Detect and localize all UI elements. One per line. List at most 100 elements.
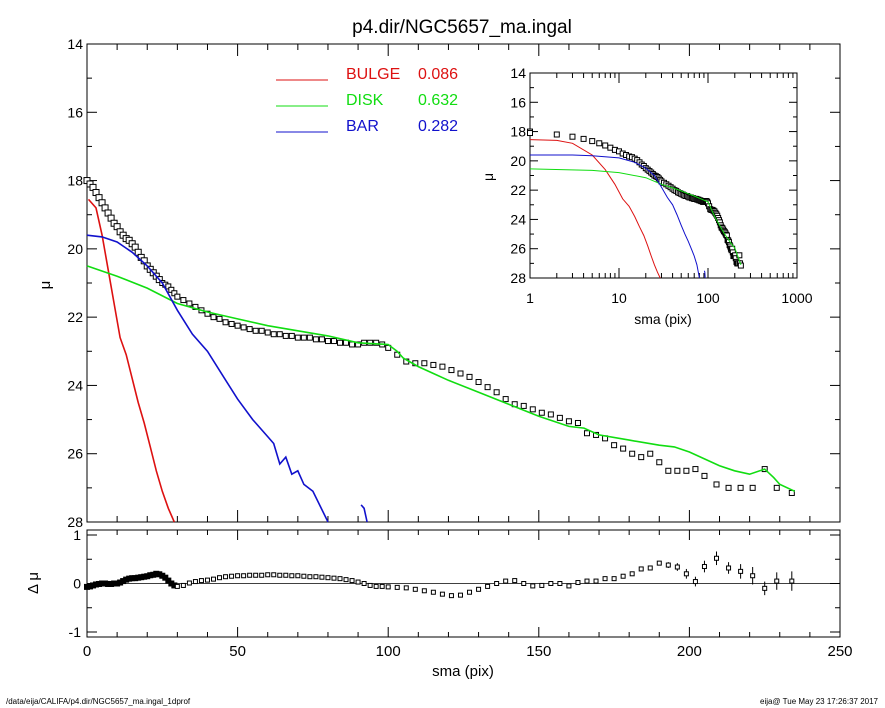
residual-point [665,562,671,568]
residual-point [349,578,355,584]
residual-point [229,573,235,579]
residual-point [683,571,689,577]
residual-point [289,573,295,579]
residual-point [337,576,343,582]
inset-y-tick-label: 20 [510,153,526,169]
inset-y-tick-label: 18 [510,124,526,140]
inset-component-lines [529,139,742,279]
main-x-axis [86,44,841,522]
main-observed-point [529,406,536,413]
residual-point [253,572,259,578]
residual-point [259,572,265,578]
main-observed-point [168,286,175,293]
residual-point [738,568,744,574]
inset-observed-point [736,252,743,259]
main-observed-point [583,430,590,437]
main-observed-point [448,367,455,374]
residual-x-tick-label: 100 [376,643,401,660]
main-observed-point [713,481,720,488]
inset-observed-point [569,133,576,140]
residual-point [211,576,217,582]
main-observed-point [665,467,672,474]
main-observed-point [355,341,362,348]
main-observed-point [692,466,699,473]
residual-point [611,576,617,582]
residual-point [638,566,644,572]
inset-plot-frame [529,72,798,279]
residual-point [494,581,500,586]
residual-points [84,551,795,599]
main-observed-point [174,293,181,300]
residual-point [319,574,325,580]
inset-y-tick-label: 24 [510,211,526,227]
residual-point [750,573,756,579]
main-observed-point [337,339,344,346]
residual-y-tick-label: 0 [73,576,81,592]
main-y-tick-label: 16 [67,104,83,120]
footer-path: /data/eija/CALIFA/p4.dir/NGC5657_ma.inga… [6,697,191,706]
residual-point [295,573,301,579]
residual-x-label: sma (pix) [432,663,494,680]
main-observed-point [282,332,289,339]
residual-point [593,578,599,584]
legend-disk-value: 0.632 [418,92,458,109]
main-bulge-line [87,198,176,523]
main-observed-point [773,484,780,491]
main-panel: 14 16 18 20 22 24 26 28 μ BULGE 0.086 DISK 0.632 BA… [37,36,841,530]
residual-point [379,583,385,589]
residual-point [223,574,229,580]
residual-point [217,575,223,581]
main-observed-point [611,442,618,449]
main-observed-point [520,402,527,409]
main-y-axis: 14 16 18 20 22 24 26 28 [67,36,840,530]
main-observed-point [547,411,554,418]
inset-y-label: μ [480,173,496,181]
main-observed-point [276,331,283,338]
residual-point [186,580,192,586]
residual-point [674,564,680,570]
main-y-tick-label: 20 [67,241,83,257]
residual-point [361,581,367,586]
residual-point [412,586,418,592]
main-observed-point [737,484,744,491]
inset-x-label: sma (pix) [634,311,692,327]
main-observed-point [222,319,229,326]
main-observed-point [186,300,193,307]
main-observed-point [421,360,428,367]
residual-point [394,584,400,590]
main-observed-point [647,450,654,457]
residual-x-tick-label: 150 [526,643,551,660]
main-observed-point [466,373,473,380]
residual-x-tick-label: 50 [229,643,246,660]
main-observed-point [246,326,253,333]
main-observed-point [725,484,732,491]
main-observed-point [288,332,295,339]
main-observed-point [475,379,482,386]
inset-component-segment [703,270,706,279]
inset-observed-point [527,130,533,137]
residual-point [512,578,518,584]
inset-x-tick-label: 100 [696,290,720,306]
main-observed-point [324,338,331,345]
residual-point [174,583,180,589]
main-observed-point [556,414,563,421]
inset-x-tick-label: 10 [611,290,627,306]
main-observed-point [306,334,313,341]
main-observed-point [270,331,277,338]
residual-point [575,580,581,586]
residual-point [192,579,198,585]
main-observed-point [228,320,235,327]
main-observed-point [312,336,319,343]
residual-point [503,578,509,584]
main-observed-point [171,290,178,297]
main-observed-point [701,472,708,479]
inset-y-tick-label: 28 [510,270,526,286]
inset-y-tick-label: 26 [510,241,526,257]
inset-y-tick-label: 22 [510,182,526,198]
main-observed-point [493,389,500,396]
main-observed-point [638,454,645,461]
main-observed-point [258,327,265,334]
residual-point [385,584,391,590]
main-observed-point [538,409,545,416]
